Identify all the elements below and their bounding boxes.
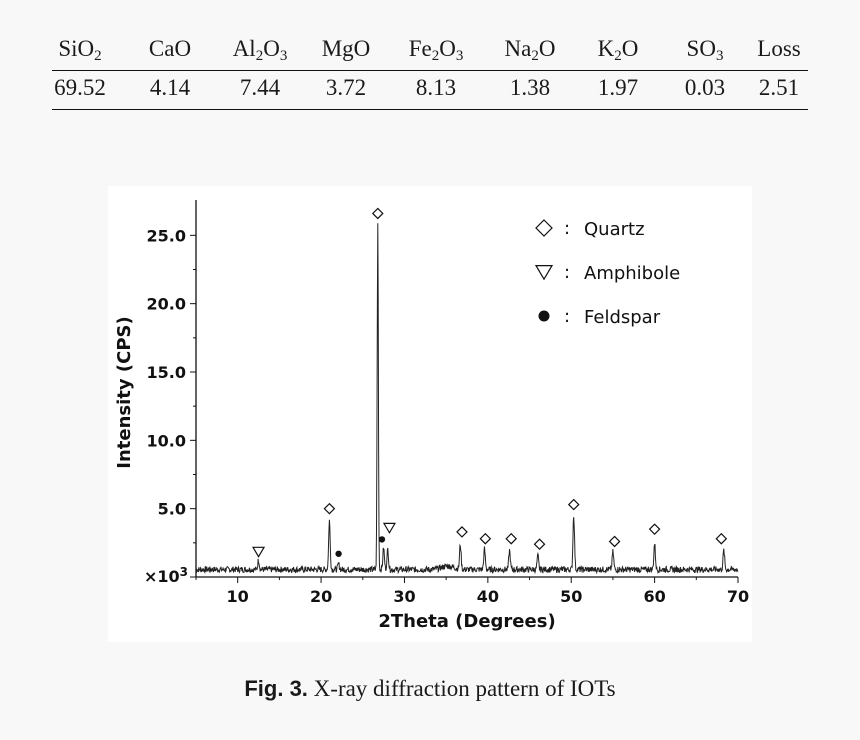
quartz-marker [505, 532, 518, 545]
header-text-part: 2 [614, 48, 622, 64]
table-value-cell: 2.51 [758, 75, 800, 100]
figure-caption: Fig. 3. X-ray diffraction pattern of IOT… [0, 676, 860, 702]
legend-label: Quartz [584, 219, 645, 240]
header-text-part: 2 [531, 48, 539, 64]
header-text-part: Fe [408, 36, 432, 61]
table-header-cell: SO3 [686, 36, 724, 64]
header-text-part: 2 [94, 48, 102, 64]
legend-separator: : [564, 306, 570, 327]
x-tick-label: 50 [560, 587, 582, 606]
table-header-cell: Loss [757, 36, 800, 62]
x-tick-label: 20 [310, 587, 332, 606]
quartz-marker [715, 532, 728, 545]
legend-separator: : [564, 218, 570, 239]
table-value-cell: 8.13 [415, 75, 457, 100]
header-text-part: Na [504, 36, 532, 61]
legend-label: Feldspar [584, 307, 661, 328]
table-header-row: SiO2 CaO Al2O3 MgO Fe2O3 Na2O K2O SO3 Loss [52, 32, 808, 70]
legend-label: Amphibole [584, 263, 680, 284]
amphibole-marker [382, 522, 397, 534]
header-text-part: Loss [757, 36, 801, 61]
table-value-cell: 4.14 [149, 75, 191, 100]
x-tick-label: 70 [727, 587, 749, 606]
header-text-part: Al [232, 36, 256, 61]
header-text-part: K [597, 36, 615, 61]
header-text-part: 2 [255, 48, 264, 64]
y-tick-label: 15.0 [147, 363, 186, 382]
quartz-marker [648, 523, 661, 536]
quartz-marker [567, 498, 580, 511]
table-value-cell: 1.97 [597, 75, 639, 100]
amphibole-marker [251, 546, 266, 558]
table-value-cell: 1.38 [509, 75, 551, 100]
table-header-cell: MgO [322, 36, 371, 62]
legend-quartz-symbol [535, 219, 553, 237]
composition-table: SiO2 CaO Al2O3 MgO Fe2O3 Na2O K2O SO3 Loss 69.52… [52, 32, 808, 110]
xrd-chart-svg: 10 20 30 40 50 60 70 5.0 10.0 15.0 20.0 25.0 ×103 2Th… [114, 200, 749, 632]
figure-caption-text: X-ray diffraction pattern of IOTs [307, 676, 616, 701]
header-text-part: 3 [455, 48, 464, 64]
table-header-cell: SiO2 [58, 36, 102, 64]
header-text-part: SiO [58, 36, 95, 61]
header-text-part: 3 [279, 48, 288, 64]
table-value-row: 69.52 4.14 7.44 3.72 8.13 1.38 1.97 0.03 2.51 [52, 71, 808, 109]
y-tick-label: 20.0 [147, 295, 186, 314]
y-tick-label: 25.0 [147, 226, 186, 245]
table-bottom-rule [52, 109, 808, 110]
header-text-part: O [621, 36, 639, 61]
y-tick-label: 5.0 [158, 500, 186, 519]
y-multiplier-label: ×103 [144, 565, 188, 586]
x-tick-label: 30 [393, 587, 415, 606]
header-text-part: SO [686, 36, 716, 61]
table-header-cell: Fe2O3 [408, 36, 464, 64]
quartz-marker [479, 532, 492, 545]
quartz-marker [371, 207, 384, 220]
quartz-marker [456, 526, 468, 538]
header-text-part: MgO [321, 36, 371, 61]
table-value-cell: 69.52 [54, 75, 106, 100]
table-mid-rule [52, 70, 808, 71]
y-multiplier-exponent: 3 [180, 565, 188, 579]
table-value-cell: 3.72 [325, 75, 367, 100]
header-text-part: O [439, 36, 456, 61]
x-axis-label: 2Theta (Degrees) [378, 611, 555, 632]
header-text-part: O [538, 36, 556, 61]
legend-amphibole-symbol [534, 264, 554, 281]
table-header-cell: K2O [597, 36, 639, 64]
y-tick-label: 10.0 [147, 431, 186, 450]
table-value-cell: 7.44 [239, 75, 281, 100]
legend-feldspar-symbol [538, 310, 550, 322]
table-header-cell: Al2O3 [232, 36, 288, 64]
feldspar-marker [335, 550, 342, 557]
x-tick-label: 60 [643, 587, 665, 606]
quartz-marker [533, 538, 546, 551]
figure-label: Fig. 3. [244, 676, 308, 701]
x-tick-label: 10 [227, 587, 249, 606]
header-text-part: 2 [431, 48, 440, 64]
y-axis-label: Intensity (CPS) [114, 316, 135, 468]
header-text-part: 3 [715, 48, 724, 64]
x-tick-label: 40 [477, 587, 499, 606]
quartz-marker [608, 535, 621, 548]
quartz-marker [323, 502, 336, 515]
table-header-cell: Na2O [504, 36, 556, 64]
feldspar-marker [378, 536, 386, 543]
header-text-part: CaO [148, 36, 192, 61]
table-value-cell: 0.03 [684, 75, 726, 100]
xrd-chart: 10 20 30 40 50 60 70 5.0 10.0 15.0 20.0 25.0 ×103 2Th… [108, 186, 752, 642]
table-header-cell: CaO [149, 36, 191, 62]
legend-separator: : [564, 262, 570, 283]
xrd-pattern-line [195, 223, 739, 575]
y-multiplier-base: ×10 [144, 567, 180, 586]
header-text-part: O [263, 36, 280, 61]
